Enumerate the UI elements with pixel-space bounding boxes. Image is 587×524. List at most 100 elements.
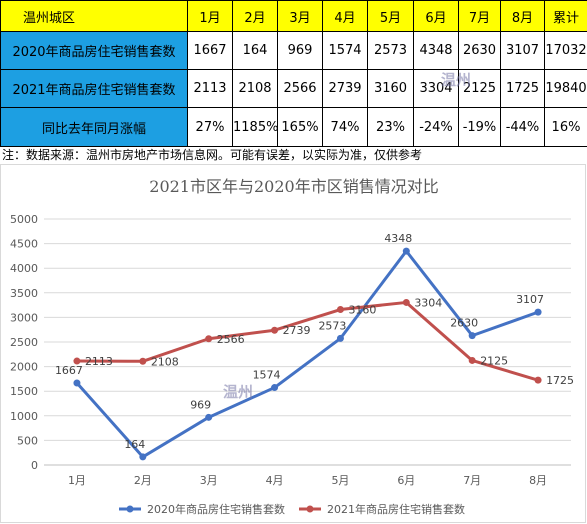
row-label: 2021年商品房住宅销售套数 <box>0 69 188 108</box>
y-tick-label: 2500 <box>10 336 38 349</box>
series-line-2 <box>76 300 539 382</box>
x-tick-label: 2月 <box>134 474 152 487</box>
table-cell: 2566 <box>277 69 323 108</box>
data-point <box>271 326 279 334</box>
watermark-logo-chart: 温州 <box>223 383 254 401</box>
table-header-cell: 1月 <box>187 0 233 32</box>
y-tick-label: 5000 <box>10 213 38 226</box>
table-cell: 165% <box>277 107 323 147</box>
x-tick-label: 5月 <box>331 474 349 487</box>
data-point <box>402 298 410 306</box>
data-label: 1667 <box>55 364 83 377</box>
data-label: 3160 <box>348 304 376 317</box>
table-cell: 1725 <box>500 69 545 108</box>
data-label: 164 <box>124 438 145 451</box>
table-header-cell: 5月 <box>367 0 414 32</box>
legend-label: 2020年商品房住宅销售套数 <box>147 502 285 516</box>
y-tick-label: 4000 <box>10 262 38 275</box>
data-label: 4348 <box>384 232 412 245</box>
table-cell: 74% <box>322 107 368 147</box>
data-label: 2573 <box>318 319 346 332</box>
y-tick-label: 4500 <box>10 238 38 251</box>
table-cell: -19% <box>458 107 501 147</box>
table-cell: 16% <box>544 107 587 147</box>
table-cell: 2125 <box>458 69 501 108</box>
table-cell: 2108 <box>232 69 278 108</box>
data-label: 2108 <box>151 355 179 368</box>
x-tick-label: 6月 <box>397 474 415 487</box>
data-point <box>139 357 147 365</box>
table-header-cell: 7月 <box>458 0 501 32</box>
series-line-1 <box>75 249 539 459</box>
data-point <box>139 453 147 461</box>
table-cell: 3107 <box>500 31 545 70</box>
table-cell: 2113 <box>187 69 233 108</box>
data-label: 2113 <box>85 355 113 368</box>
legend-marker <box>126 505 134 513</box>
table-cell: 27% <box>187 107 233 147</box>
table-body: 温州城区 1月 2月 3月 4月 5月 6月 7月 8月 累计 2020年商品房住宅销售套数 1667… <box>0 0 587 147</box>
x-tick-label: 7月 <box>463 474 481 487</box>
table-header-cell: 6月 <box>413 0 459 32</box>
data-label: 2739 <box>283 324 311 337</box>
data-label: 2125 <box>480 354 508 367</box>
legend-label: 2021年商品房住宅销售套数 <box>327 502 465 516</box>
y-tick-label: 3000 <box>10 311 38 324</box>
data-label: 3107 <box>516 293 544 306</box>
data-point <box>73 379 81 387</box>
table-row: 2021年商品房住宅销售套数 2113 2108 2566 2739 3160 3304 21… <box>0 69 587 108</box>
legend-marker <box>306 505 314 513</box>
data-point <box>534 308 542 316</box>
data-point <box>336 334 344 342</box>
table-cell: 164 <box>232 31 278 70</box>
data-label: 3304 <box>414 296 442 309</box>
data-label: 2630 <box>450 317 478 330</box>
y-tick-label: 1500 <box>10 385 38 398</box>
table-header-cell: 累计 <box>544 0 587 32</box>
table-row: 同比去年同月涨幅 27% 1185% 165% 74% 23% -24% -19% -44% 16… <box>0 107 587 147</box>
data-point <box>73 357 81 365</box>
y-tick-label: 0 <box>31 459 38 472</box>
data-point <box>336 306 344 314</box>
watermark-logo: 温州 <box>441 71 472 89</box>
data-point <box>205 335 213 343</box>
data-point <box>534 376 542 384</box>
table-cell: 2573 <box>367 31 414 70</box>
chart-title: 2021市区年与2020年市区销售情况对比 <box>149 177 438 196</box>
table-cell: 2630 <box>458 31 501 70</box>
table-row: 2020年商品房住宅销售套数 1667 164 969 1574 2573 4348 2630… <box>0 31 587 70</box>
table-cell: 2739 <box>322 69 368 108</box>
table-header-cell: 3月 <box>277 0 323 32</box>
y-tick-label: 2000 <box>10 361 38 374</box>
data-label: 2566 <box>217 333 245 346</box>
table-cell: 1667 <box>187 31 233 70</box>
table-cell: 1185% <box>232 107 278 147</box>
x-tick-label: 3月 <box>200 474 218 487</box>
table-cell: 23% <box>367 107 414 147</box>
y-tick-label: 3500 <box>10 287 38 300</box>
data-label: 969 <box>190 398 211 411</box>
chart-panel: 2021市区年与2020年市区销售情况对比 0 500 1000 1500 2000 250… <box>0 71 586 523</box>
table-header-row: 温州城区 1月 2月 3月 4月 5月 6月 7月 8月 累计 <box>0 0 587 32</box>
sales-table: 温州城区 1月 2月 3月 4月 5月 6月 7月 8月 累计 2020年商品房住宅销售套数 1667… <box>0 0 587 147</box>
table-cell: 3160 <box>367 69 414 108</box>
source-note: 注：数据来源：温州市房地产市场信息网。可能有误差，以实际为准，仅供参考 <box>2 148 423 162</box>
table-cell: 17032 <box>544 31 587 70</box>
row-label: 2020年商品房住宅销售套数 <box>0 31 188 70</box>
table-header-cell: 2月 <box>232 0 278 32</box>
line-chart: 2021市区年与2020年市区销售情况对比 0 500 1000 1500 2000 250… <box>10 177 574 516</box>
table-header-cell: 4月 <box>322 0 368 32</box>
data-point <box>205 413 213 421</box>
table-cell: 19840 <box>544 69 587 108</box>
y-tick-label: 500 <box>17 434 38 447</box>
data-point <box>271 384 279 392</box>
x-tick-label: 1月 <box>68 474 86 487</box>
table-header-cell: 8月 <box>500 0 545 32</box>
data-point <box>402 247 410 255</box>
data-point <box>468 356 476 364</box>
table-cell: 969 <box>277 31 323 70</box>
y-tick-label: 1000 <box>10 410 38 423</box>
table-cell: 1574 <box>322 31 368 70</box>
x-tick-label: 4月 <box>266 474 284 487</box>
table-cell: 4348 <box>413 31 459 70</box>
